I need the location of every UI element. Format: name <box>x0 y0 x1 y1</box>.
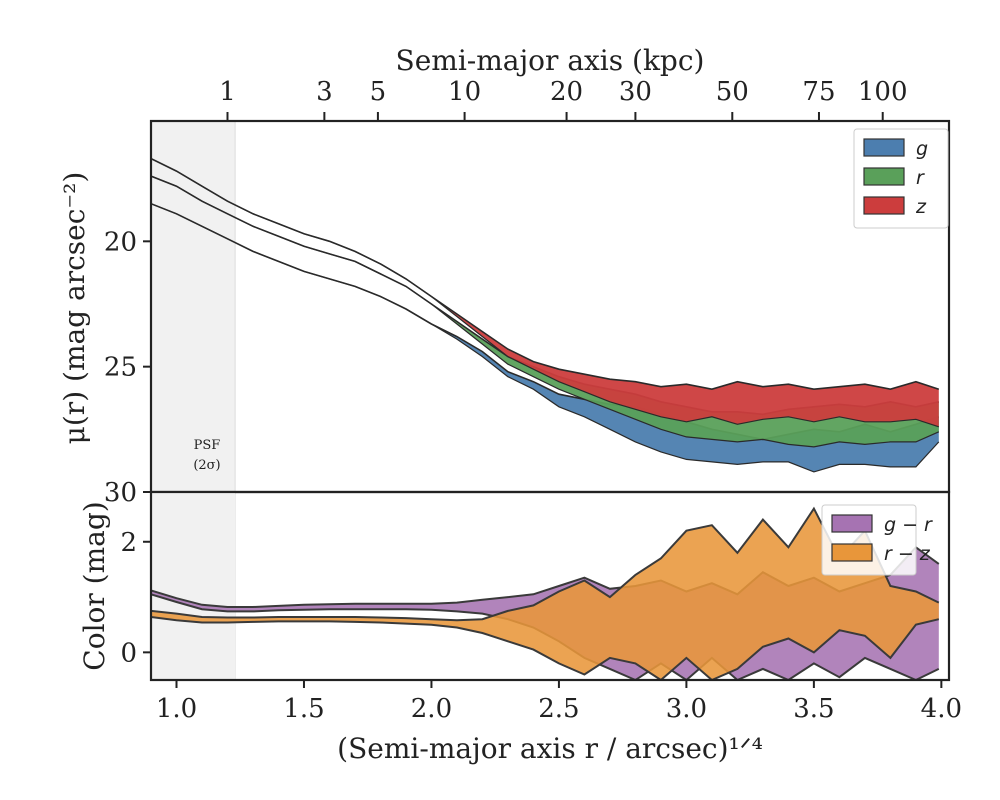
series-band-rz <box>151 508 939 680</box>
legend-colors-swatch-gr <box>831 514 873 533</box>
kpc-tick-label-1: 1 <box>219 77 236 107</box>
x-tick-label-2.5: 2.5 <box>538 694 579 724</box>
legend-bands-swatch-g <box>863 138 905 157</box>
kpc-tick-label-100: 100 <box>858 77 908 107</box>
legend-bands-label-z: z <box>915 196 927 218</box>
kpc-tick-label-5: 5 <box>370 77 387 107</box>
axis-titles: Semi-major axis (kpc) μ(r) (mag arcsec⁻²… <box>58 44 763 765</box>
x-tick-label-3.5: 3.5 <box>793 694 834 724</box>
x-tick-label-4.0: 4.0 <box>921 694 962 724</box>
x-axis-title: (Semi-major axis r / arcsec)¹ᐟ⁴ <box>337 732 763 765</box>
psf-label: PSF <box>194 438 221 453</box>
kpc-tick-label-20: 20 <box>550 77 583 107</box>
kpc-tick-label-30: 30 <box>619 77 652 107</box>
series-upper-edge-rz <box>151 506 940 622</box>
series-lower-edge-z <box>151 158 939 428</box>
bottom-panel-frame <box>149 490 951 682</box>
psf-region-bottom <box>151 492 236 680</box>
y-tick-label-20: 20 <box>104 227 137 257</box>
top-panel-y-axis-title: μ(r) (mag arcsec⁻²) <box>58 172 91 445</box>
series-lower-edge-r <box>151 175 940 448</box>
color-y-tick-label-0: 0 <box>120 638 137 668</box>
legend-colors-label-rz: r − z <box>884 543 931 565</box>
series-lower-edge-g <box>151 203 940 473</box>
x-tick-label-1.0: 1.0 <box>156 694 197 724</box>
psf-sigma-label: (2σ) <box>193 458 220 473</box>
legend-bands-swatch-z <box>863 196 905 215</box>
legend-bands-label-g: g <box>916 138 928 160</box>
y-tick-label-25: 25 <box>104 353 137 383</box>
bottom-panel-y-axis-title: Color (mag) <box>78 501 111 670</box>
series-band-g <box>151 203 939 472</box>
kpc-tick-label-75: 75 <box>802 77 835 107</box>
surface-brightness-series <box>151 157 940 473</box>
legend-bands-label-r: r <box>916 167 925 189</box>
psf-region-top <box>151 121 236 492</box>
kpc-tick-label-3: 3 <box>316 77 333 107</box>
x-tick-label-1.5: 1.5 <box>283 694 324 724</box>
legend-bands-swatch-r <box>863 167 905 186</box>
kpc-tick-label-10: 10 <box>448 77 481 107</box>
x-tick-label-3.0: 3.0 <box>666 694 707 724</box>
kpc-tick-label-50: 50 <box>716 77 749 107</box>
y-tick-label-30: 30 <box>104 478 137 508</box>
top-axis-title: Semi-major axis (kpc) <box>396 44 705 77</box>
legend-colors-swatch-rz <box>831 543 873 562</box>
series-band-z <box>151 158 939 427</box>
color-y-tick-label-2: 2 <box>120 528 137 558</box>
color-panel: 0 2 1.0 1.5 2.0 2.5 3.0 3.5 4.0 g − r r − z <box>120 490 962 724</box>
legend-colors-label-gr: g − r <box>884 514 933 536</box>
color-series <box>151 506 940 680</box>
x-tick-label-2.0: 2.0 <box>411 694 452 724</box>
series-lower-edge-rz <box>151 616 940 680</box>
